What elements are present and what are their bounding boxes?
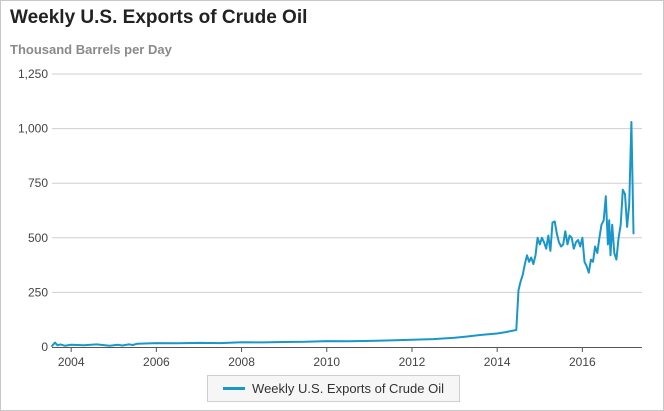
x-tick-label: 2016 [569, 355, 596, 369]
x-tick-label: 2004 [58, 355, 85, 369]
y-tick-label: 1,000 [18, 122, 48, 136]
y-tick-label: 0 [41, 340, 48, 354]
y-tick-label: 250 [28, 285, 48, 299]
legend[interactable]: Weekly U.S. Exports of Crude Oil [207, 375, 460, 402]
series-line [51, 121, 635, 347]
y-tick-label: 1,250 [18, 67, 48, 81]
legend-label: Weekly U.S. Exports of Crude Oil [252, 381, 444, 396]
y-tick-label: 750 [28, 176, 48, 190]
x-tick-label: 2014 [484, 355, 511, 369]
x-tick-label: 2008 [228, 355, 255, 369]
legend-swatch [223, 387, 246, 390]
x-tick-label: 2010 [313, 355, 340, 369]
series-group [51, 121, 635, 347]
y-tick-label: 500 [28, 231, 48, 245]
x-tick-label: 2012 [399, 355, 426, 369]
x-axis: 2004 2006 2008 2010 2012 2014 2016 [52, 347, 642, 369]
grid-lines [52, 73, 642, 293]
x-tick-label: 2006 [143, 355, 170, 369]
y-axis: 0 250 500 750 1,000 1,250 [18, 67, 48, 354]
chart-title: Weekly U.S. Exports of Crude Oil [10, 7, 308, 28]
chart-subtitle: Thousand Barrels per Day [10, 42, 172, 57]
